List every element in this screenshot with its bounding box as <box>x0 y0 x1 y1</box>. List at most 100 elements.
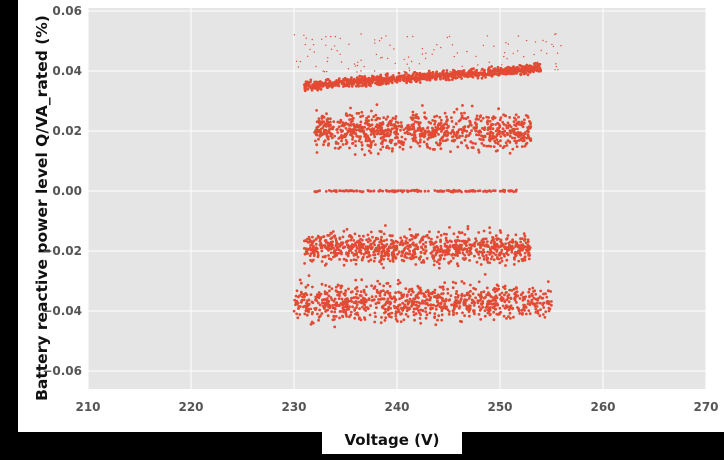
data-point <box>376 129 379 133</box>
data-point <box>474 248 478 252</box>
data-point <box>467 237 470 241</box>
data-point <box>434 294 438 298</box>
data-point <box>513 296 517 300</box>
data-point <box>456 264 460 268</box>
data-point <box>503 287 507 290</box>
data-point <box>536 69 539 73</box>
data-point <box>547 309 551 313</box>
data-point <box>465 144 468 148</box>
data-point <box>550 300 553 303</box>
data-point <box>518 71 520 73</box>
data-point <box>404 313 408 316</box>
data-point <box>536 301 539 305</box>
data-point <box>414 140 418 143</box>
data-point <box>435 141 438 145</box>
data-point <box>442 257 446 261</box>
data-point <box>355 189 359 193</box>
data-point <box>413 189 417 193</box>
data-point <box>330 298 334 301</box>
data-point <box>456 250 460 254</box>
data-point <box>436 235 439 239</box>
data-point <box>323 305 327 309</box>
data-point <box>337 125 341 129</box>
data-point <box>474 117 478 121</box>
data-point <box>408 288 412 291</box>
data-point <box>375 53 378 56</box>
data-point <box>329 258 333 261</box>
data-point <box>516 131 520 134</box>
data-point <box>323 290 327 293</box>
data-point <box>310 312 314 316</box>
data-point <box>463 138 467 142</box>
data-point <box>538 301 542 305</box>
data-point <box>496 140 500 144</box>
data-point <box>393 143 397 147</box>
data-point <box>430 241 434 244</box>
data-point <box>523 71 527 75</box>
data-point <box>322 70 324 72</box>
data-point <box>416 295 419 299</box>
data-point <box>402 249 406 252</box>
data-point <box>531 302 535 306</box>
data-point <box>400 135 404 139</box>
data-point <box>368 138 371 142</box>
data-point <box>475 55 477 58</box>
data-point <box>394 62 396 65</box>
x-tick-label: 270 <box>693 400 718 414</box>
data-point <box>439 77 442 81</box>
data-point <box>495 138 499 142</box>
data-point <box>509 304 513 308</box>
data-point <box>420 237 423 241</box>
data-point <box>406 315 410 318</box>
data-point <box>478 115 482 119</box>
data-point <box>340 61 343 63</box>
data-point <box>534 64 538 68</box>
data-point <box>505 252 508 256</box>
data-point <box>429 307 433 311</box>
data-point <box>515 241 519 245</box>
data-point <box>416 141 420 145</box>
data-point <box>457 119 461 123</box>
data-point <box>391 258 395 261</box>
data-point <box>437 262 441 266</box>
data-point <box>459 247 463 251</box>
data-point <box>319 88 323 91</box>
data-point <box>522 135 526 139</box>
data-point <box>477 133 481 137</box>
data-point <box>368 254 372 257</box>
data-point <box>456 52 459 54</box>
data-point <box>508 151 512 155</box>
data-point <box>373 320 377 324</box>
data-point <box>428 147 432 150</box>
data-point <box>405 294 409 298</box>
data-point <box>349 249 352 252</box>
data-point <box>468 189 472 193</box>
data-point <box>475 71 479 75</box>
data-point <box>528 254 532 257</box>
data-point <box>399 128 402 132</box>
data-point <box>451 128 455 132</box>
data-point <box>373 311 377 315</box>
data-point <box>458 71 460 73</box>
data-point <box>509 240 512 244</box>
data-point <box>352 128 356 132</box>
data-point <box>425 298 429 301</box>
data-point <box>501 120 505 124</box>
data-point <box>515 301 518 304</box>
data-point <box>501 64 503 66</box>
data-point <box>461 311 464 315</box>
data-point <box>311 38 313 41</box>
data-point <box>532 70 535 74</box>
data-point <box>303 295 306 298</box>
data-point <box>426 126 429 130</box>
data-point <box>528 303 532 307</box>
data-point <box>362 243 366 246</box>
data-point <box>498 129 501 133</box>
data-point <box>438 115 442 119</box>
data-point <box>433 122 436 126</box>
data-point <box>319 246 323 250</box>
data-point <box>449 74 452 78</box>
data-point <box>372 253 375 257</box>
data-point <box>523 56 525 58</box>
data-point <box>439 240 442 244</box>
